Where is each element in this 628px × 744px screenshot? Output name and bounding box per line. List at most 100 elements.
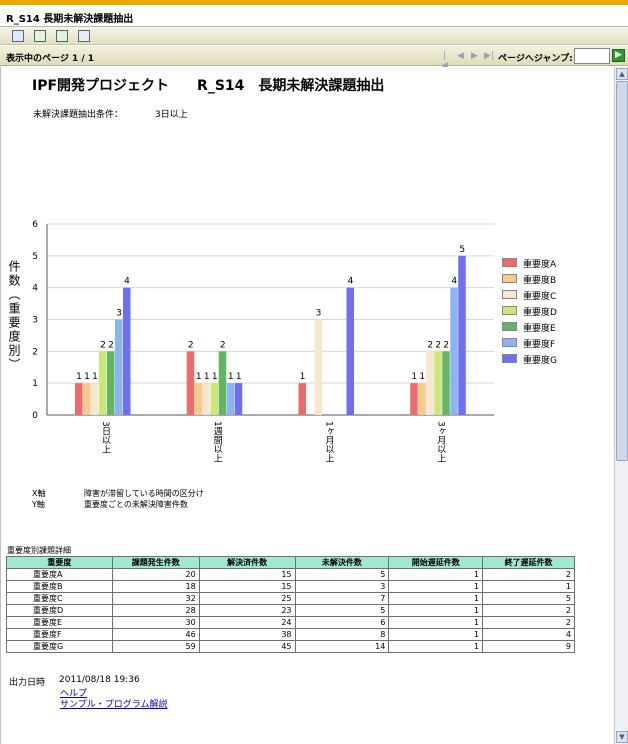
count-cell: 2 [482,568,575,581]
window-title: R_S14 長期未解決課題抽出 [6,14,134,25]
pager-toolbar: 表示中のページ 1 / 1 |◀ ◀ ▶ ▶| ページへジャンプ: ▶ [0,46,628,71]
report-title: IPF開発プロジェクト R_S14 長期未解決課題抽出 [32,78,385,94]
bar-value-label: 1 [76,372,82,382]
chart-bar [298,383,306,415]
count-cell: 5 [482,592,575,605]
title-bar: R_S14 長期未解決課題抽出 [0,5,628,27]
chart-bar [107,351,115,415]
count-cell: 1 [388,604,484,617]
chart-bar [442,351,450,415]
chart-bar [99,351,107,415]
count-cell: 2 [482,604,575,617]
chart-bar [458,255,466,415]
export-icon[interactable] [34,30,46,42]
count-cell: 1 [388,640,484,653]
count-cell: 8 [294,628,390,641]
sample-program-link[interactable]: サンプル・プログラム解説 [60,700,168,710]
count-cell: 5 [294,604,390,617]
y-tick-label: 5 [32,252,38,262]
chart-bar [314,319,322,415]
severity-cell: 重要度D [6,604,113,617]
legend-item: 重要度G [502,353,582,366]
count-cell: 45 [198,640,296,653]
legend-swatch [502,274,517,283]
bar-value-label: 2 [108,340,114,350]
count-cell: 30 [111,616,200,629]
count-cell: 2 [482,616,575,629]
count-cell: 1 [388,568,484,581]
page-jump-label: ページへジャンプ: [498,54,573,64]
chart-bar [218,351,227,415]
table-header: 重要度 [6,556,113,569]
count-cell: 1 [388,628,484,641]
count-cell: 38 [198,628,296,641]
y-axis-description: Y軸 重要度ごとの未解決障害件数 [32,499,188,510]
count-cell: 1 [388,592,484,605]
vertical-scrollbar[interactable]: ▲ ▼ [614,67,628,744]
severity-cell: 重要度G [6,640,113,653]
legend-label: 重要度B [523,276,557,286]
bar-value-label: 1 [212,372,218,382]
bar-value-label: 3 [116,309,122,319]
y-tick-label: 2 [32,347,38,357]
chart-bar [450,287,458,415]
scroll-thumb[interactable] [616,81,628,461]
bar-value-label: 2 [427,340,433,350]
table-header: 課題発生件数 [111,556,200,569]
bar-value-label: 4 [124,277,130,287]
legend-item: 重要度C [502,289,582,302]
scroll-down-icon[interactable]: ▼ [616,731,628,743]
go-button[interactable]: ▶ [612,49,625,62]
scroll-up-icon[interactable]: ▲ [616,68,628,80]
save-icon[interactable] [12,30,24,42]
x-tick-label: 1週間以上 [212,421,223,462]
chart-bar [346,287,354,415]
chart-bar [194,383,203,415]
prev-page-icon[interactable]: ◀ [457,51,464,61]
bar-value-label: 2 [435,340,441,350]
count-cell: 9 [482,640,575,653]
y-tick-label: 3 [32,316,38,326]
help-link[interactable]: ヘルプ [60,689,88,699]
legend-label: 重要度G [523,356,557,366]
count-cell: 5 [294,568,390,581]
window-top-border [0,0,628,5]
bar-value-label: 1 [92,372,98,382]
table-header-row: 重要度 課題発生件数 解決済件数 未解決件数 開始遅延件数 終了遅延件数 [6,556,575,569]
print-icon[interactable] [78,30,90,42]
legend-item: 重要度F [502,337,582,350]
chart-bars [75,255,466,415]
y-tick-label: 0 [32,411,38,421]
chart-bar [186,351,195,415]
count-cell: 6 [294,616,390,629]
bar-value-label: 1 [228,372,234,382]
x-axis-key: X軸 [32,489,46,498]
severity-cell: 重要度A [6,568,113,581]
severity-cell: 重要度F [6,628,113,641]
severity-cell: 重要度E [6,616,113,629]
legend-label: 重要度A [523,260,557,270]
y-tick-label: 1 [32,379,38,389]
first-page-icon[interactable]: |◀ [441,51,448,71]
count-cell: 20 [111,568,200,581]
count-cell: 32 [111,592,200,605]
next-page-icon[interactable]: ▶ [471,51,478,61]
count-cell: 1 [388,616,484,629]
bar-value-label: 1 [84,372,90,382]
legend-swatch [502,322,517,331]
output-label: 出力日時 [9,678,46,688]
count-cell: 15 [198,568,296,581]
bar-value-label: 3 [316,309,322,319]
bar-value-label: 1 [204,372,210,382]
count-cell: 25 [198,592,296,605]
legend-item: 重要度E [502,321,582,334]
page-jump-input[interactable] [574,48,610,64]
last-page-icon[interactable]: ▶| [484,51,494,61]
count-cell: 3 [294,580,390,593]
chart-bar [410,383,418,415]
chart-bar [91,383,99,415]
count-cell: 59 [111,640,200,653]
export-alt-icon[interactable] [56,30,68,42]
bar-value-label: 1 [411,372,417,382]
